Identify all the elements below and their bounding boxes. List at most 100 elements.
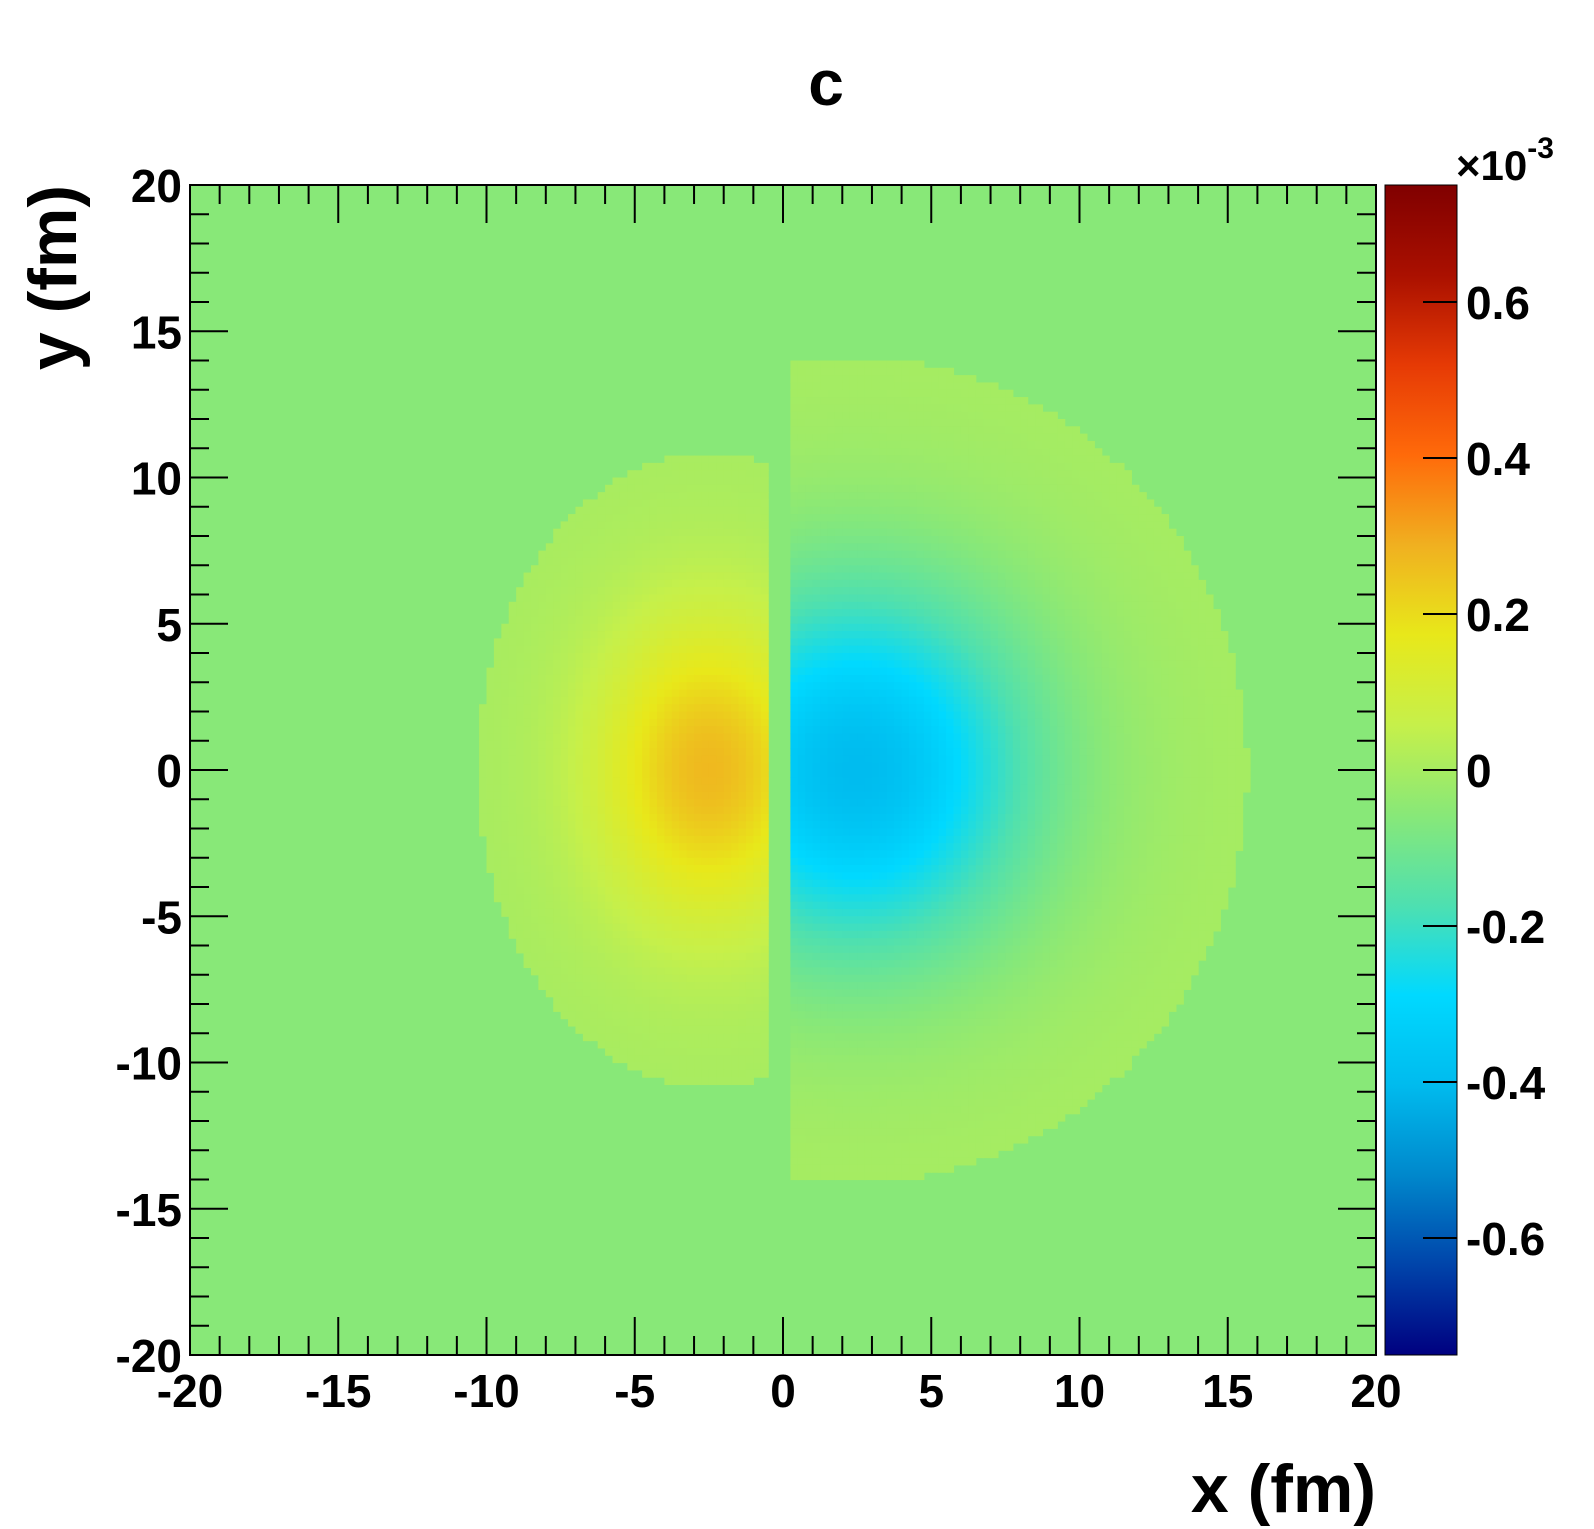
heatmap-cell: [1235, 770, 1244, 778]
heatmap-cell: [1005, 499, 1014, 508]
heatmap-cell: [1042, 748, 1051, 756]
heatmap-cell: [560, 543, 569, 552]
heatmap-cell: [731, 484, 740, 493]
heatmap-cell: [827, 667, 836, 676]
heatmap-cell: [960, 777, 969, 786]
heatmap-cell: [909, 389, 918, 398]
heatmap-cell: [671, 674, 680, 683]
heatmap-cell: [738, 726, 747, 735]
heatmap-cell: [553, 711, 562, 720]
heatmap-cell: [1049, 740, 1058, 749]
heatmap-cell: [723, 689, 732, 698]
heatmap-cell: [664, 718, 673, 727]
heatmap-cell: [582, 689, 591, 698]
heatmap-cell: [812, 455, 821, 464]
heatmap-cell: [1175, 740, 1184, 749]
heatmap-cell: [923, 674, 932, 683]
heatmap-cell: [1049, 440, 1058, 449]
heatmap-cell: [656, 609, 665, 618]
heatmap-cell: [953, 696, 962, 705]
heatmap-cell: [827, 536, 836, 544]
heatmap-cell: [634, 755, 643, 764]
heatmap-cell: [1153, 674, 1162, 683]
heatmap-cell: [738, 543, 747, 552]
heatmap-cell: [849, 733, 858, 742]
heatmap-cell: [797, 477, 806, 486]
heatmap-cell: [582, 565, 591, 574]
heatmap-cell: [1064, 784, 1073, 793]
heatmap-cell: [968, 631, 977, 639]
heatmap-cell: [901, 484, 910, 493]
heatmap-cell: [508, 821, 517, 830]
heatmap-cell: [805, 806, 814, 815]
heatmap-cell: [1101, 543, 1110, 552]
heatmap-cell: [649, 492, 658, 501]
heatmap-cell: [701, 777, 710, 786]
heatmap-cell: [1183, 645, 1192, 654]
heatmap-cell: [745, 748, 754, 756]
heatmap-cell: [953, 704, 962, 713]
heatmap-cell: [686, 653, 695, 661]
heatmap-cell: [1131, 499, 1140, 508]
heatmap-cell: [1094, 733, 1103, 742]
heatmap-cell: [923, 770, 932, 778]
heatmap-cell: [501, 623, 510, 632]
heatmap-cell: [931, 762, 940, 771]
heatmap-cell: [960, 733, 969, 742]
heatmap-cell: [1235, 740, 1244, 749]
heatmap-cell: [946, 521, 955, 530]
heatmap-cell: [901, 813, 910, 822]
heatmap-cell: [805, 813, 814, 822]
heatmap-cell: [938, 521, 947, 530]
heatmap-cell: [842, 367, 851, 376]
heatmap-cell: [1109, 623, 1118, 632]
heatmap-cell: [619, 799, 628, 808]
heatmap-cell: [649, 726, 658, 735]
heatmap-cell: [812, 718, 821, 727]
heatmap-cell: [694, 704, 703, 713]
heatmap-cell: [686, 572, 695, 581]
heatmap-cell: [790, 748, 799, 756]
heatmap-cell: [619, 762, 628, 771]
heatmap-cell: [1146, 784, 1155, 793]
heatmap-cell: [857, 667, 866, 676]
heatmap-cell: [812, 631, 821, 639]
heatmap-cell: [916, 448, 925, 457]
heatmap-cell: [1131, 806, 1140, 815]
heatmap-cell: [1020, 696, 1029, 705]
heatmap-cell: [857, 550, 866, 559]
heatmap-cell: [1094, 799, 1103, 808]
heatmap-cell: [501, 667, 510, 676]
heatmap-cell: [1035, 704, 1044, 713]
heatmap-cell: [760, 565, 769, 574]
heatmap-cell: [909, 404, 918, 413]
heatmap-cell: [1168, 799, 1177, 808]
heatmap-cell: [538, 565, 547, 574]
heatmap-cell: [990, 397, 999, 405]
heatmap-cell: [486, 821, 495, 830]
heatmap-cell: [997, 689, 1006, 698]
heatmap-cell: [530, 594, 539, 603]
heatmap-cell: [1027, 791, 1036, 800]
heatmap-cell: [1168, 711, 1177, 720]
heatmap-cell: [953, 528, 962, 537]
heatmap-cell: [975, 419, 984, 427]
heatmap-cell: [946, 550, 955, 559]
heatmap-cell: [1035, 777, 1044, 786]
heatmap-cell: [1049, 653, 1058, 661]
heatmap-cell: [1086, 601, 1095, 610]
heatmap-cell: [790, 631, 799, 639]
heatmap-cell: [812, 419, 821, 427]
heatmap-cell: [968, 448, 977, 457]
heatmap-cell: [612, 579, 621, 588]
heatmap-cell: [708, 557, 717, 566]
heatmap-cell: [723, 645, 732, 654]
heatmap-cell: [938, 367, 947, 376]
heatmap-cell: [1175, 536, 1184, 544]
heatmap-cell: [538, 682, 547, 691]
heatmap-cell: [983, 601, 992, 610]
heatmap-cell: [931, 821, 940, 830]
heatmap-cell: [590, 601, 599, 610]
heatmap-cell: [1205, 770, 1214, 778]
heatmap-cell: [849, 770, 858, 778]
